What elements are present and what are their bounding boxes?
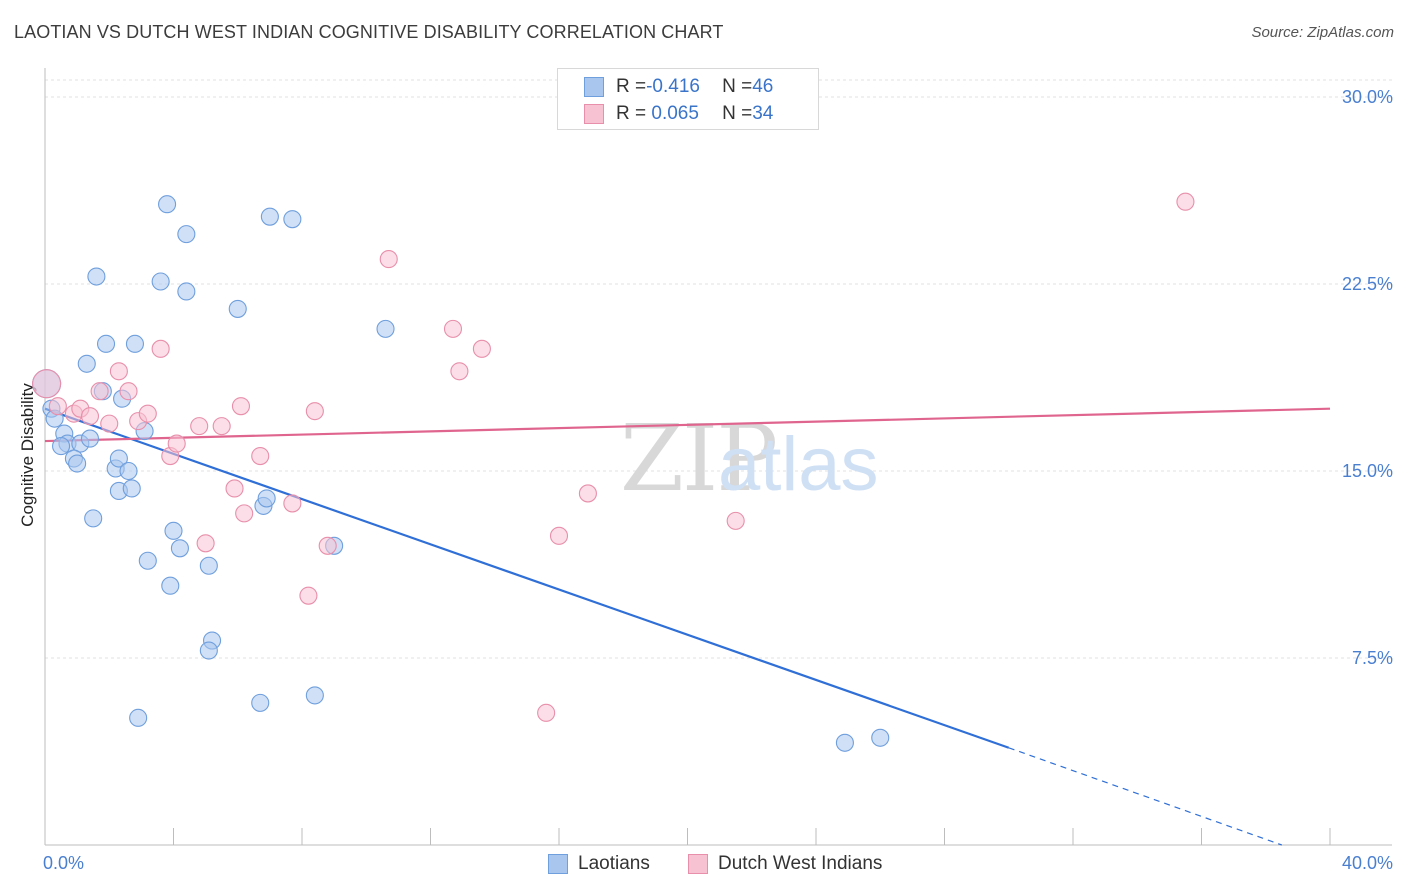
grid-lines — [45, 79, 1392, 659]
data-point-series-0 — [177, 282, 196, 301]
legend-r-value: -0.416 — [646, 76, 700, 97]
chart-title: LAOTIAN VS DUTCH WEST INDIAN COGNITIVE D… — [14, 22, 724, 42]
data-point-series-1 — [251, 446, 270, 466]
legend-n-label: N = — [722, 103, 753, 124]
data-point-series-0 — [177, 225, 196, 244]
data-point-series-0 — [871, 728, 890, 747]
watermark-atlas: atlas — [718, 422, 879, 507]
data-point-series-1 — [48, 397, 67, 416]
data-point-series-0 — [151, 272, 170, 291]
trend-lines — [44, 407, 1331, 846]
data-point-series-1 — [235, 504, 254, 523]
data-point-series-0 — [376, 319, 395, 338]
data-point-series-0 — [305, 686, 324, 705]
y-tick-label: 22.5% — [1342, 274, 1393, 294]
legend-label-laotians: Laotians — [578, 853, 650, 874]
y-tick-label: 15.0% — [1342, 461, 1393, 481]
data-point-series-0 — [125, 334, 144, 353]
legend-row-laotians: R = -0.416 N = 46 — [584, 74, 773, 100]
data-point-series-1 — [549, 526, 569, 545]
data-point-series-1 — [90, 382, 109, 401]
data-point-series-1 — [212, 417, 231, 436]
data-point-series-0 — [68, 454, 87, 473]
data-point-series-0 — [52, 437, 71, 456]
data-point-series-0 — [96, 334, 116, 353]
legend-n-value: 34 — [752, 103, 774, 124]
tick-labels: 7.5% 15.0% 22.5% 30.0% 0.0% 40.0% — [43, 87, 1393, 873]
data-point-series-0 — [80, 429, 100, 448]
data-point-series-1 — [100, 414, 119, 433]
data-point-series-0 — [228, 299, 247, 318]
data-point-series-1 — [167, 434, 186, 453]
axes — [44, 68, 1392, 846]
data-point-series-1 — [299, 586, 318, 605]
data-point-series-1 — [196, 534, 215, 553]
data-point-series-0 — [129, 708, 148, 727]
data-point-series-1 — [443, 319, 463, 338]
legend-n-label: N = — [722, 76, 753, 97]
data-point-series-0 — [164, 521, 183, 540]
data-point-series-0 — [158, 195, 177, 214]
legend-swatch-laotians — [584, 77, 604, 97]
y-tick-label: 7.5% — [1352, 648, 1393, 668]
data-point-series-1 — [231, 397, 251, 416]
data-point-series-0 — [170, 539, 189, 558]
data-point-series-0 — [138, 551, 157, 570]
legend-row-dutch-west-indians: R = 0.065 N = 34 — [584, 101, 773, 127]
data-point-series-1 — [119, 382, 138, 401]
data-point-series-1 — [450, 362, 469, 381]
data-point-series-1 — [32, 369, 62, 399]
data-point-series-0 — [77, 354, 96, 373]
data-point-series-1 — [726, 511, 745, 530]
data-point-series-0 — [283, 210, 302, 229]
data-point-series-1 — [1176, 192, 1195, 211]
series-legend: Laotians Dutch West Indians — [0, 851, 1406, 877]
data-points — [32, 192, 1195, 752]
data-point-series-0 — [87, 267, 106, 286]
data-point-series-0 — [161, 576, 180, 595]
legend-swatch-laotians — [548, 854, 568, 874]
legend-n-value: 46 — [752, 76, 774, 97]
legend-r-label: R = — [616, 103, 647, 124]
data-point-series-0 — [119, 461, 138, 481]
data-point-series-1 — [379, 250, 398, 269]
data-point-series-0 — [199, 641, 218, 660]
data-point-series-1 — [80, 407, 100, 426]
trend-line-0 — [44, 407, 1010, 749]
data-point-series-1 — [138, 404, 157, 423]
data-point-series-1 — [578, 484, 597, 503]
data-point-series-1 — [151, 339, 170, 358]
data-point-series-0 — [122, 479, 141, 498]
correlation-legend: R = -0.416 N = 46 R = 0.065 N = 34 — [557, 68, 819, 130]
data-point-series-0 — [835, 733, 854, 752]
legend-swatch-dutch-west-indians — [688, 854, 708, 874]
data-point-series-0 — [260, 207, 279, 226]
trend-line-extension-0 — [1008, 747, 1283, 846]
legend-r-value: 0.065 — [646, 103, 699, 124]
legend-r-label: R = — [616, 76, 647, 97]
data-point-series-1 — [283, 494, 302, 513]
legend-swatch-dutch-west-indians — [584, 104, 604, 124]
data-point-series-1 — [318, 536, 337, 555]
legend-item-dutch-west-indians: Dutch West Indians — [688, 853, 882, 875]
trend-line-1 — [44, 407, 1331, 443]
data-point-series-1 — [305, 402, 324, 421]
data-point-series-1 — [190, 417, 209, 436]
data-point-series-1 — [225, 479, 244, 498]
source-credit: Source: ZipAtlas.com — [1251, 24, 1394, 41]
data-point-series-0 — [199, 556, 218, 575]
x-tick-label: 40.0% — [1342, 853, 1393, 873]
legend-label-dutch-west-indians: Dutch West Indians — [718, 853, 883, 874]
legend-item-laotians: Laotians — [548, 853, 650, 875]
data-point-series-1 — [109, 362, 128, 381]
data-point-series-0 — [257, 489, 276, 508]
data-point-series-0 — [109, 449, 128, 468]
y-tick-label: 30.0% — [1342, 87, 1393, 107]
data-point-series-0 — [251, 693, 270, 712]
data-point-series-1 — [537, 703, 556, 722]
data-point-series-1 — [472, 339, 491, 358]
data-point-series-0 — [84, 509, 103, 528]
x-tick-label: 0.0% — [43, 853, 84, 873]
